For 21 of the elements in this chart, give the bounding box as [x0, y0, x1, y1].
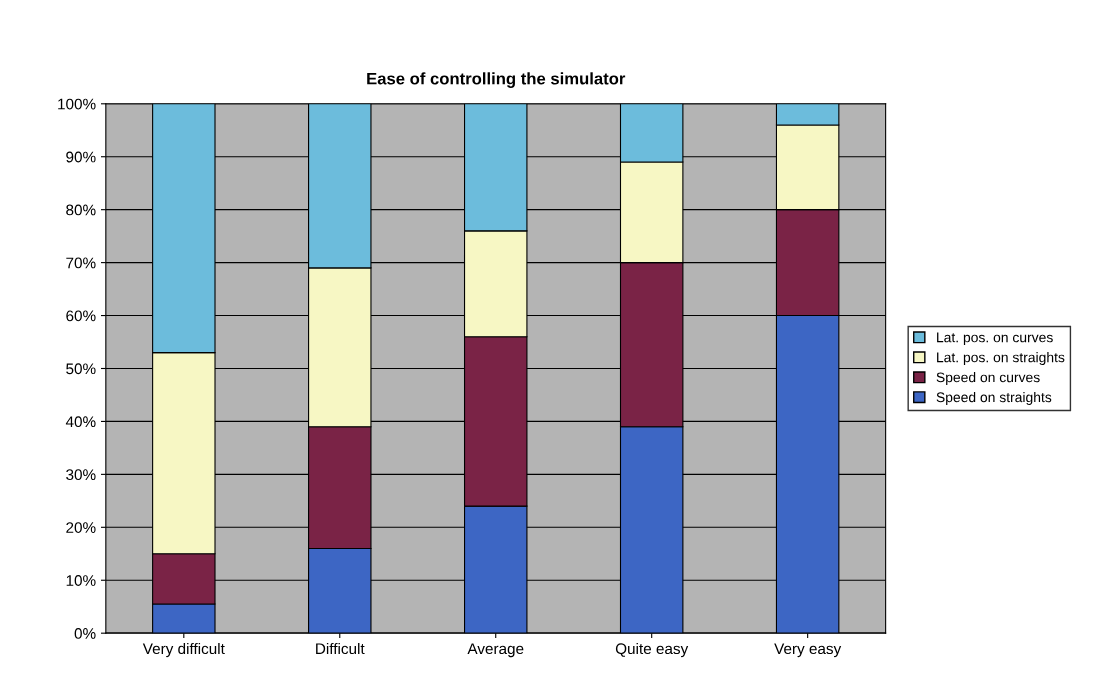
y-tick-label: 30%	[66, 469, 96, 481]
x-tick-label: Quite easy	[615, 642, 689, 658]
legend-label: Speed on straights	[936, 392, 1052, 405]
y-tick-label: 80%	[66, 204, 96, 216]
chart-title: Ease of controlling the simulator	[367, 72, 626, 88]
y-tick-label: 40%	[65, 416, 96, 428]
y-tick-label: 50%	[66, 363, 96, 375]
x-tick-label: Very easy	[774, 643, 842, 658]
y-tick-label: 0%	[74, 628, 96, 639]
legend-label: Speed on curves	[936, 372, 1040, 385]
legend-label: Lat. pos. on straights	[937, 352, 1065, 366]
y-tick-label: 100%	[58, 98, 96, 110]
y-tick-label: 70%	[66, 257, 96, 269]
legend-label: Lat. pos. on curves	[937, 332, 1053, 346]
x-tick-label: Average	[467, 643, 524, 658]
y-tick-label: 20%	[66, 522, 96, 533]
x-tick-label: Difficult	[316, 642, 365, 655]
y-tick-label: 90%	[66, 151, 96, 163]
x-tick-label: Very difficult	[142, 642, 225, 658]
y-tick-label: 10%	[66, 575, 96, 586]
y-tick-label: 60%	[66, 310, 96, 322]
